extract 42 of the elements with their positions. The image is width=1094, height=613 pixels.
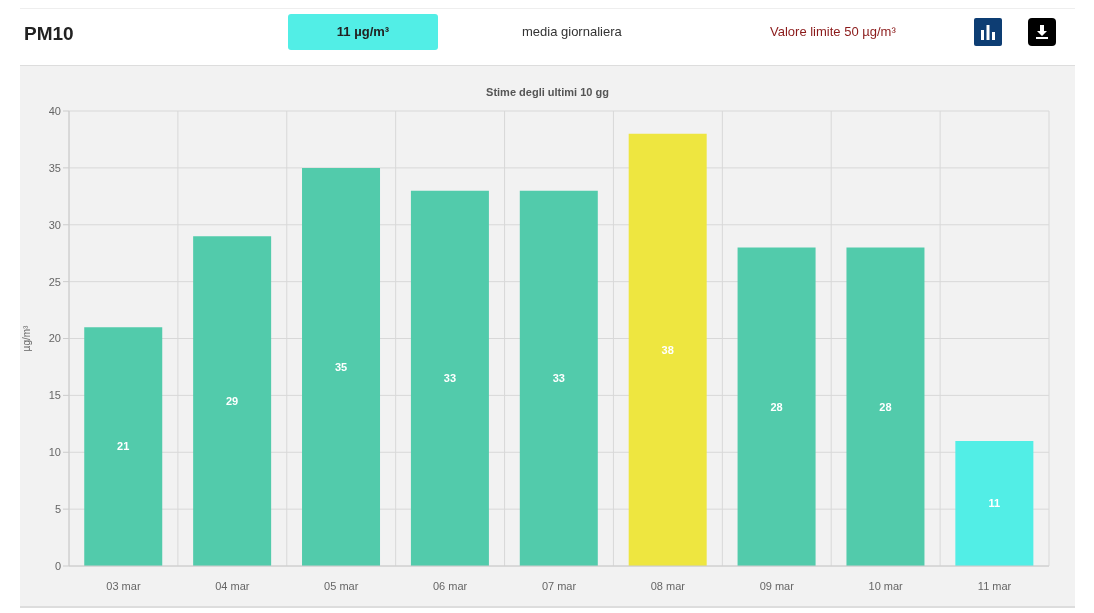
bar [519, 190, 598, 566]
y-axis-title: µg/m³ [20, 324, 32, 352]
data-label: 33 [443, 372, 457, 385]
y-tick-label: 40 [48, 104, 61, 117]
text: Valore limite 50 µg/m³ [770, 24, 896, 39]
x-tick-label: 10 mar [868, 579, 904, 592]
y-tick-label: 15 [48, 389, 61, 402]
y-tick-label: 0 [54, 559, 61, 572]
x-tick-label: 03 mar [106, 579, 141, 592]
x-tick-label: 08 mar [650, 579, 686, 592]
y-tick-label: 30 [48, 218, 61, 231]
bar [193, 236, 272, 566]
x-tick-label: 05 mar [324, 579, 359, 592]
y-tick-label: 10 [48, 446, 61, 459]
x-tick-label: 09 mar [759, 579, 795, 592]
data-label: 33 [552, 372, 565, 385]
bar [84, 327, 163, 566]
data-label: 11 [988, 497, 1001, 510]
bar [846, 247, 925, 566]
y-tick-label: 35 [48, 161, 61, 174]
bar [628, 133, 707, 566]
text: PM10 [24, 23, 74, 45]
data-label: 38 [661, 343, 674, 356]
x-tick-label: 11 mar [977, 579, 1012, 592]
text: 11 µg/m³ [288, 14, 438, 50]
x-tick-label: 04 mar [215, 579, 250, 592]
x-tick-label: 06 mar [432, 579, 468, 592]
y-tick-label: 20 [48, 332, 61, 345]
bar [302, 167, 381, 566]
data-label: 21 [117, 440, 130, 453]
chart-title: Stime degli ultimi 10 gg [485, 86, 610, 98]
bar [410, 190, 489, 566]
data-label: 35 [334, 360, 348, 373]
data-label: 28 [879, 400, 892, 413]
bar [737, 247, 816, 566]
y-tick-label: 25 [48, 275, 61, 288]
data-label: 28 [770, 400, 783, 413]
x-tick-label: 07 mar [541, 579, 577, 592]
text: media giornaliera [522, 24, 622, 39]
data-label: 29 [226, 394, 239, 407]
y-tick-label: 5 [54, 503, 61, 516]
bar [955, 440, 1034, 566]
